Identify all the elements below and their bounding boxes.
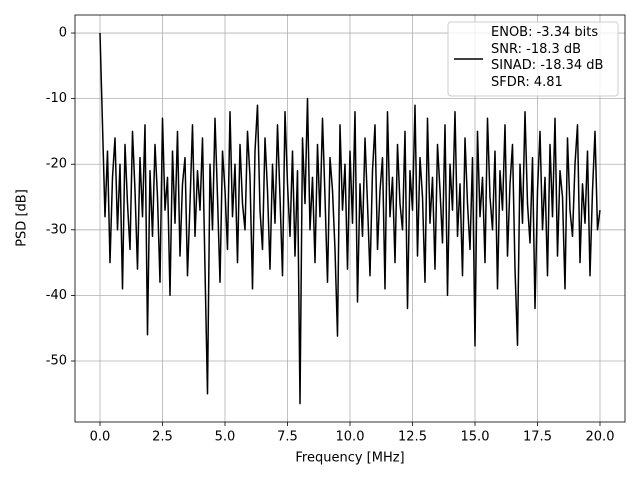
x-tick-label: 5.0: [215, 430, 236, 445]
x-tick-label: 2.5: [152, 430, 173, 445]
y-tick-label: -30: [46, 222, 67, 237]
y-axis-label: PSD [dB]: [15, 189, 30, 247]
x-tick-label: 0.0: [90, 430, 111, 445]
legend-box: [447, 21, 619, 97]
x-tick-label: 15.0: [461, 430, 490, 445]
y-tick-label: 0: [59, 26, 67, 41]
y-tick-label: -50: [46, 353, 67, 368]
x-tick-label: 20.0: [586, 430, 615, 445]
x-tick-label: 10.0: [336, 430, 365, 445]
data-line: [99, 33, 601, 405]
y-tick-label: -40: [46, 288, 67, 303]
x-axis-label: Frequency [MHz]: [295, 451, 404, 466]
y-tick-label: -10: [46, 91, 67, 106]
x-tick-label: 12.5: [398, 430, 427, 445]
axes-frame: [74, 14, 626, 423]
y-tick-label: -20: [46, 157, 67, 172]
legend-label: ENOB: -3.34 bits SNR: -18.3 dB SINAD: -1…: [491, 25, 604, 90]
x-tick-label: 17.5: [523, 430, 552, 445]
x-tick-label: 7.5: [277, 430, 298, 445]
